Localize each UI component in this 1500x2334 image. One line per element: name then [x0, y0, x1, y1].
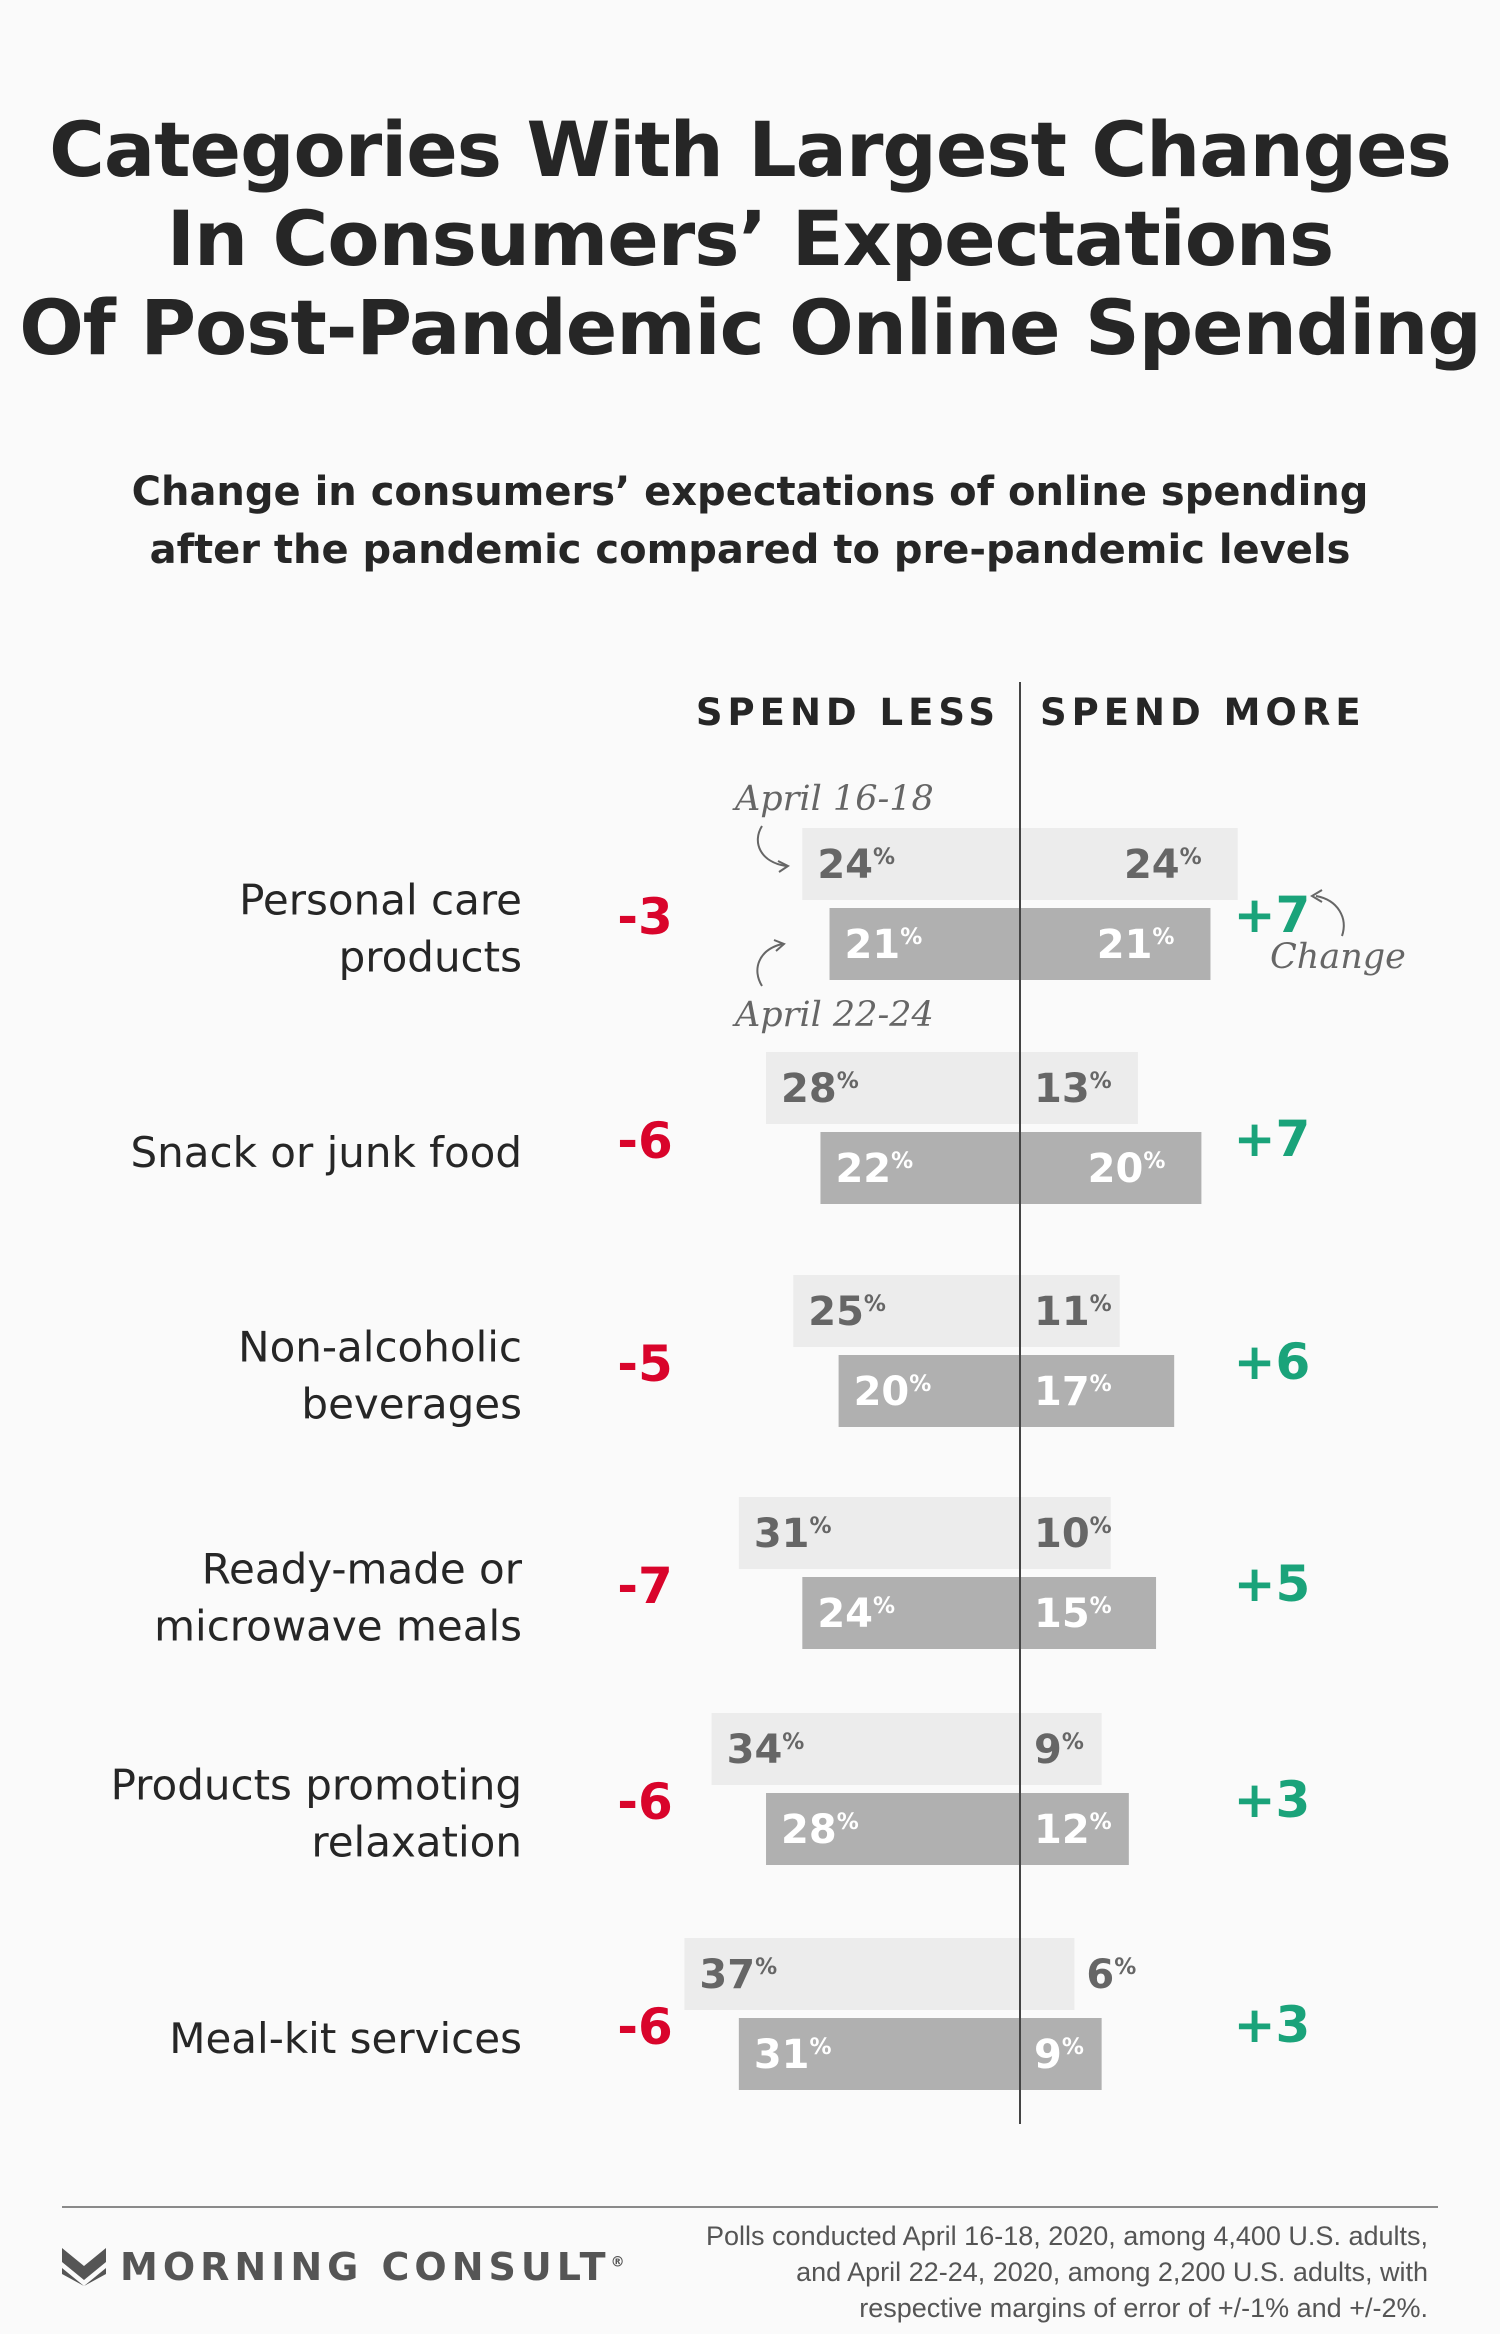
spend-less-bar — [738, 1497, 1020, 1569]
brand-name: MORNING CONSULT® — [120, 2245, 630, 2289]
spend-more-value: 9% — [1034, 2032, 1084, 2078]
spend-more-value: 15% — [1034, 1591, 1112, 1637]
spend-more-value: 24% — [1124, 842, 1202, 888]
spend-more-value: 13% — [1034, 1066, 1112, 1112]
annotation-arrowhead-icon — [1310, 889, 1323, 903]
spend-more-bar — [1020, 908, 1211, 980]
source-line: respective margins of error of +/-1% and… — [859, 2293, 1428, 2323]
annotation-arrow-icon — [757, 825, 787, 867]
spend-more-change: +5 — [1234, 1555, 1311, 1613]
category-label: Snack or junk food — [130, 1128, 522, 1177]
spend-more-bar — [1020, 2018, 1102, 2090]
source-line: and April 22-24, 2020, among 2,200 U.S. … — [796, 2257, 1428, 2287]
spend-less-bar — [738, 2018, 1020, 2090]
subtitle-line: after the pandemic compared to pre-pande… — [149, 527, 1351, 573]
series-annotation-april-22-24: April 22-24 — [732, 995, 934, 1035]
category-label: Meal-kit services — [169, 2014, 522, 2063]
spend-less-value: 21% — [845, 922, 923, 968]
spend-more-bar — [1020, 1052, 1138, 1124]
spend-less-change: -3 — [617, 888, 673, 946]
source-line: Polls conducted April 16-18, 2020, among… — [706, 2221, 1428, 2251]
spend-less-bar — [711, 1713, 1020, 1785]
spend-less-value: 28% — [781, 1807, 859, 1853]
spend-less-change: -5 — [617, 1335, 673, 1393]
series-annotation-april-16-18: April 16-18 — [732, 779, 934, 819]
category-label: relaxation — [311, 1818, 522, 1867]
spend-less-bar — [829, 908, 1020, 980]
spend-less-bar — [684, 1938, 1020, 2010]
spend-less-bar — [793, 1275, 1020, 1347]
spend-less-header: SPEND LESS — [696, 691, 1000, 734]
spend-more-value: 10% — [1034, 1511, 1112, 1557]
spend-more-bar — [1020, 1497, 1111, 1569]
title-line: Of Post-Pandemic Online Spending — [19, 283, 1482, 372]
spend-more-change: +7 — [1234, 886, 1311, 944]
brand-logo: MORNING CONSULT® — [62, 2245, 630, 2289]
spend-less-bar — [838, 1355, 1020, 1427]
spend-more-change: +3 — [1234, 1771, 1311, 1829]
spend-more-value: 20% — [1088, 1146, 1166, 1192]
spend-more-value: 17% — [1034, 1369, 1112, 1415]
spend-less-bar — [820, 1132, 1020, 1204]
title-line: In Consumers’ Expectations — [166, 194, 1335, 283]
spend-less-value: 22% — [835, 1146, 913, 1192]
spend-more-change: +3 — [1234, 1996, 1311, 2054]
spend-less-bar — [802, 828, 1020, 900]
spend-less-change: -7 — [617, 1557, 673, 1615]
spend-more-value: 9% — [1034, 1727, 1084, 1773]
spend-less-value: 24% — [817, 842, 895, 888]
change-annotation: Change — [1270, 937, 1406, 977]
spend-more-bar — [1020, 1793, 1129, 1865]
annotation-arrowhead-icon — [773, 939, 786, 952]
subtitle-line: Change in consumers’ expectations of onl… — [131, 469, 1369, 515]
category-label: Non-alcoholic — [238, 1323, 522, 1372]
spend-more-change: +6 — [1234, 1333, 1311, 1391]
diverging-bar-chart: SPEND LESS SPEND MORE Personal care product… — [111, 682, 1406, 2124]
spend-more-header: SPEND MORE — [1040, 691, 1366, 734]
title-line: Categories With Largest Changes — [49, 105, 1452, 194]
annotation-arrow-icon — [1315, 895, 1345, 937]
spend-less-value: 34% — [727, 1727, 805, 1773]
spend-less-value: 31% — [754, 2032, 832, 2078]
spend-less-bar — [766, 1793, 1020, 1865]
footer-divider — [62, 2206, 1438, 2208]
spend-less-value: 37% — [699, 1952, 777, 1998]
chart-subtitle: Change in consumers’ expectations of onl… — [0, 463, 1500, 579]
spend-less-change: -6 — [617, 1773, 673, 1831]
spend-more-bar — [1020, 1938, 1075, 2010]
spend-more-bar — [1020, 1132, 1202, 1204]
spend-less-value: 20% — [854, 1369, 932, 1415]
spend-more-change: +7 — [1234, 1110, 1311, 1168]
spend-less-change: -6 — [617, 1112, 673, 1170]
spend-more-bar — [1020, 1577, 1157, 1649]
spend-more-value: 21% — [1097, 922, 1175, 968]
category-label: Products promoting — [111, 1761, 522, 1810]
spend-more-bar — [1020, 1275, 1120, 1347]
spend-less-value: 28% — [781, 1066, 859, 1112]
spend-less-bar — [802, 1577, 1020, 1649]
category-label: beverages — [301, 1380, 522, 1429]
source-note: Polls conducted April 16-18, 2020, among… — [568, 2218, 1428, 2326]
annotation-arrow-icon — [756, 943, 783, 987]
spend-less-change: -6 — [617, 1998, 673, 2056]
category-label: Personal care — [239, 876, 522, 925]
spend-more-value: 11% — [1034, 1289, 1112, 1335]
annotation-arrowhead-icon — [777, 860, 790, 873]
spend-more-value: 6% — [1086, 1952, 1136, 1998]
spend-more-bar — [1020, 828, 1238, 900]
spend-more-bar — [1020, 1355, 1175, 1427]
spend-less-value: 31% — [754, 1511, 832, 1557]
category-label: products — [339, 933, 522, 982]
spend-less-value: 24% — [817, 1591, 895, 1637]
spend-less-bar — [766, 1052, 1020, 1124]
morning-consult-chevron-icon — [62, 2248, 106, 2286]
spend-more-value: 12% — [1034, 1807, 1112, 1853]
category-label: microwave meals — [154, 1602, 522, 1651]
page-title: Categories With Largest Changes In Consu… — [0, 105, 1500, 372]
spend-more-bar — [1020, 1713, 1102, 1785]
spend-less-value: 25% — [808, 1289, 886, 1335]
category-label: Ready-made or — [202, 1545, 523, 1594]
